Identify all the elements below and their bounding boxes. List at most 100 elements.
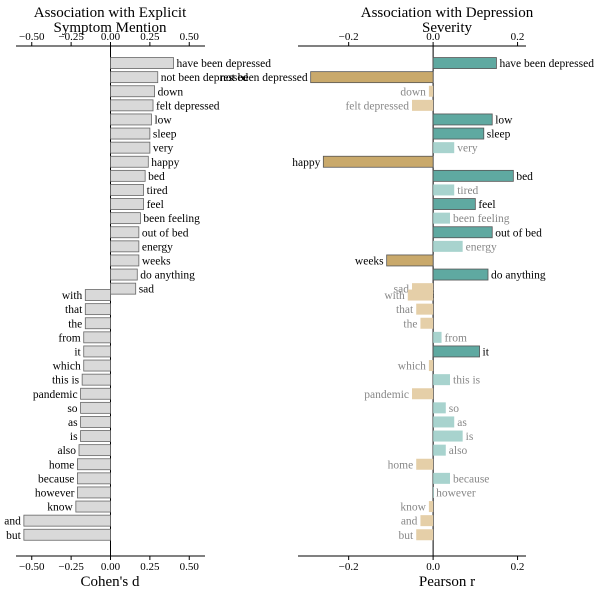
bar-label-top-14: weeks: [142, 255, 171, 267]
bar-label-bottom-0: with: [62, 290, 83, 302]
bar-bottom-7: [80, 387, 111, 400]
bar-top-6: [110, 141, 151, 154]
bar-bottom-1: [416, 303, 434, 315]
bar-bottom-10: [80, 430, 111, 442]
bar-label-top-13: energy: [466, 241, 497, 253]
x-tick-label: 0.2: [511, 561, 525, 573]
bar-bottom-15: [75, 500, 111, 513]
left-title-line-2: Symptom Mention: [54, 20, 167, 36]
bar-bottom-14: [433, 486, 434, 498]
bar-bottom-10: [433, 430, 463, 442]
bar-label-bottom-16: and: [401, 516, 418, 528]
bar-label-top-11: been feeling: [453, 213, 510, 225]
bar-label-bottom-15: know: [400, 502, 426, 514]
bar-bottom-2: [420, 317, 434, 329]
bar-top-12: [432, 226, 493, 239]
bar-bottom-17: [23, 528, 111, 541]
bar-top-3: [412, 99, 434, 111]
bar-top-8: [110, 169, 146, 182]
bar-label-top-10: feel: [147, 199, 164, 211]
bar-bottom-6: [433, 374, 450, 386]
bar-bottom-13: [77, 472, 111, 485]
bar-top-16: [412, 283, 434, 295]
bar-bottom-0: [84, 289, 111, 301]
right-title-line-2: Severity: [422, 20, 472, 36]
x-tick-label: −0.2: [339, 31, 359, 43]
x-tick-label: −0.50: [19, 561, 45, 573]
bar-label-top-0: have been depressed: [177, 58, 272, 70]
bar-top-0: [432, 57, 497, 69]
bar-bottom-2: [84, 317, 111, 330]
bar-label-top-4: low: [495, 114, 513, 126]
bar-label-bottom-12: home: [388, 459, 414, 471]
x-tick-label: 0.0: [426, 31, 440, 43]
bar-bottom-9: [433, 416, 455, 428]
bar-label-bottom-6: this is: [52, 375, 80, 387]
bar-label-bottom-14: however: [436, 487, 476, 499]
right-x-axis: −0.2 0.0 0.2 −0.2 0.0 0.2: [298, 31, 526, 573]
bar-label-top-16: sad: [139, 284, 155, 296]
bar-label-bottom-3: from: [445, 332, 467, 344]
bar-bottom-14: [77, 486, 111, 499]
bar-bottom-16: [23, 514, 111, 527]
x-tick-label: 0.2: [511, 31, 525, 43]
bar-label-bottom-16: and: [4, 516, 21, 528]
bar-label-top-13: energy: [142, 241, 173, 253]
right-x-axis-label: Pearson r: [419, 574, 475, 590]
right-title-line-1: Association with Depression: [361, 5, 534, 21]
bar-label-bottom-7: pandemic: [33, 389, 78, 401]
bar-label-bottom-13: because: [38, 473, 74, 485]
bar-label-bottom-9: as: [457, 417, 467, 429]
x-tick-label: 0.50: [180, 561, 200, 573]
left-bars: have been depressed not been depressed dow…: [4, 57, 272, 542]
bar-label-bottom-10: is: [466, 431, 474, 443]
bar-top-16: [110, 282, 137, 295]
x-tick-label: −0.25: [58, 561, 84, 573]
bar-label-bottom-4: it: [74, 346, 81, 358]
bar-bottom-4: [83, 345, 111, 358]
bar-top-15: [110, 268, 138, 281]
bar-label-top-5: sleep: [487, 129, 511, 141]
bar-label-bottom-2: the: [68, 318, 82, 330]
bar-label-top-8: bed: [516, 171, 533, 183]
bar-label-top-10: feel: [478, 199, 495, 211]
bar-label-top-8: bed: [148, 171, 165, 183]
bar-label-bottom-8: so: [67, 403, 77, 415]
bar-top-9: [433, 184, 455, 196]
bar-label-bottom-6: this is: [453, 375, 481, 387]
bar-bottom-16: [420, 515, 434, 527]
left-title-line-1: Association with Explicit: [34, 5, 187, 21]
bar-top-8: [432, 169, 514, 182]
bar-label-bottom-17: but: [6, 530, 22, 542]
bar-top-15: [432, 268, 489, 281]
bar-label-bottom-4: it: [483, 346, 490, 358]
bar-top-10: [432, 198, 476, 210]
bar-top-0: [110, 57, 174, 69]
bar-label-top-3: felt depressed: [156, 100, 220, 112]
x-tick-label: 0.25: [140, 31, 160, 43]
bar-top-1: [310, 71, 434, 84]
bar-label-top-12: out of bed: [495, 227, 542, 239]
bar-label-top-7: happy: [151, 157, 179, 169]
bar-top-5: [110, 127, 151, 140]
bar-top-1: [110, 71, 159, 84]
bar-top-4: [432, 113, 493, 126]
bar-bottom-5: [83, 359, 111, 372]
bar-top-5: [432, 127, 485, 140]
bar-top-13: [110, 240, 140, 253]
left-panel: Association with Explicit Symptom Mentio…: [4, 5, 271, 590]
bar-label-top-11: been feeling: [143, 213, 200, 225]
bar-label-top-9: tired: [147, 185, 168, 197]
bar-bottom-6: [81, 373, 111, 386]
bar-label-top-1: not been depressed: [220, 72, 308, 84]
bar-label-top-2: down: [400, 86, 426, 98]
bar-label-top-6: very: [153, 143, 174, 155]
bar-bottom-12: [416, 458, 434, 470]
bar-label-bottom-8: so: [449, 403, 459, 415]
bar-top-4: [110, 113, 152, 126]
bar-bottom-15: [428, 501, 434, 513]
left-x-axis-label: Cohen's d: [81, 574, 140, 590]
x-tick-label: 0.0: [426, 561, 440, 573]
bar-top-2: [110, 85, 155, 98]
bar-label-top-1: not been depressed: [161, 72, 249, 84]
